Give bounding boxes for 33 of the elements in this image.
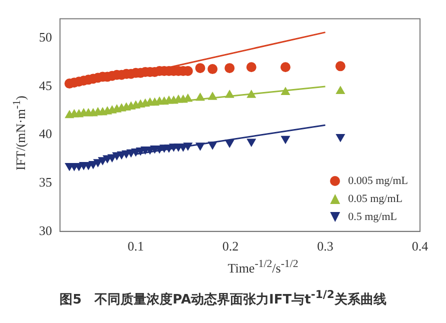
point (184, 142, 192, 150)
point (225, 140, 234, 148)
point (281, 87, 290, 95)
point (196, 93, 205, 101)
legend-label: 0.005 mg/mL (348, 175, 408, 187)
point (225, 90, 234, 98)
legend-label: 0.5 mg/mL (348, 211, 397, 223)
legend-label: 0.05 mg/mL (348, 193, 402, 205)
caption: 图5 不同质量浓度PA动态界面张力IFT与t$^{-1/2}$关系曲线 (58, 288, 388, 308)
x-axis-title: Time$^{-1/2}$/s$^{-1/2}$ (226, 258, 300, 276)
point (195, 63, 206, 74)
x-tick-label: 0.2 (222, 238, 239, 254)
y-tick-label: 30 (39, 222, 52, 238)
point (208, 92, 217, 100)
x-tick-label: 0.4 (412, 238, 429, 254)
x-tick-label: 0.1 (128, 238, 144, 254)
y-tick-label: 40 (39, 126, 52, 142)
point (280, 62, 290, 72)
point (246, 62, 256, 72)
point (224, 63, 235, 74)
point (246, 90, 256, 98)
point (208, 64, 218, 74)
point (336, 86, 345, 94)
y-tick-label: 35 (39, 174, 52, 190)
y-tick-label: 45 (39, 78, 52, 93)
x-tick-label: 0.3 (317, 238, 334, 254)
point (246, 138, 256, 147)
y-tick-label: 50 (39, 30, 52, 45)
point (196, 142, 205, 150)
point (208, 142, 217, 150)
point (281, 136, 290, 144)
point (335, 61, 346, 72)
point (336, 134, 345, 142)
